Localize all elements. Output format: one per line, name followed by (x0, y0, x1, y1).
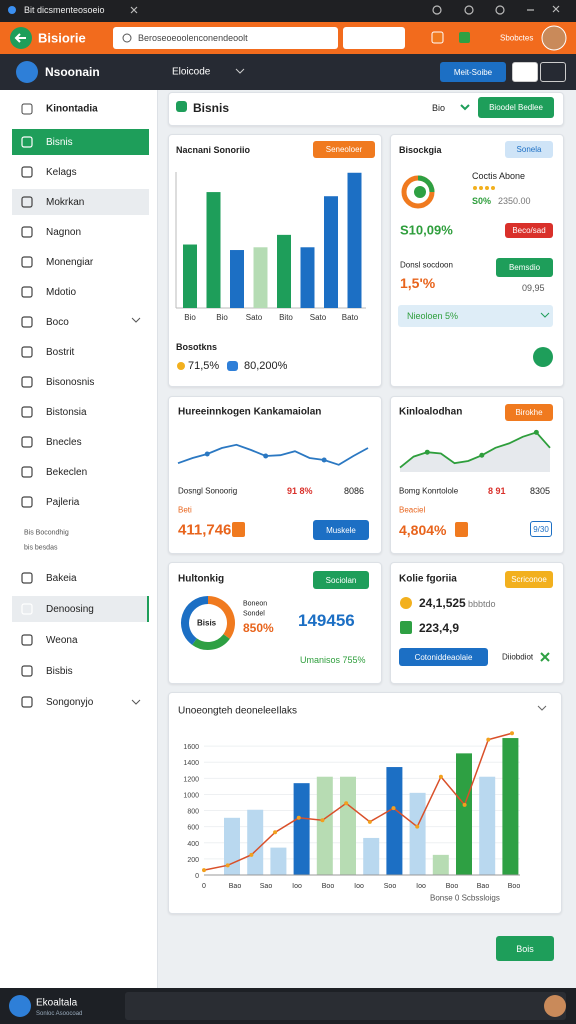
credit: 223,4,9 (419, 621, 460, 635)
sidebar-item[interactable]: Monengiar (46, 256, 94, 268)
percent: S0% (472, 196, 492, 206)
big-value: 411,746 (178, 521, 232, 539)
product-name: Coctis Abone (472, 171, 526, 181)
card (168, 692, 562, 914)
page-select[interactable]: Bio (432, 103, 446, 113)
card (168, 134, 382, 387)
card-title: Hureeinnkogen Kankamaiolan (178, 406, 322, 418)
sidebar-item[interactable]: Bisonosnis (46, 376, 95, 388)
coins-unit: bbbtdo (468, 599, 496, 609)
num: 8086 (344, 486, 365, 496)
card-button[interactable]: Sociolan (313, 571, 369, 589)
sidebar (0, 90, 158, 988)
browser-bar (0, 0, 576, 22)
info-bar[interactable] (398, 305, 553, 327)
orange-value: 1,5'% (400, 275, 436, 291)
taskbar-app[interactable]: Ekoaltala (36, 997, 78, 1009)
card-button[interactable]: Seneoloer (313, 141, 375, 158)
sidebar-item[interactable]: Bisbis (46, 665, 73, 677)
taskbar-sub: Sonloc Asoocoad (36, 1011, 83, 1017)
icon-button[interactable] (540, 62, 566, 82)
info-text: Nieoloen 5% (407, 311, 459, 321)
card-button[interactable]: Birokhe (505, 404, 553, 421)
stat: 71,5% (188, 360, 220, 372)
footer-button[interactable]: Bois (496, 936, 554, 961)
search-box[interactable] (113, 27, 338, 49)
icon-button[interactable] (512, 62, 538, 82)
small-value: 09,95 (522, 283, 545, 293)
big-value: 149456 (298, 611, 355, 630)
big-value: S10,09% (400, 222, 453, 238)
sidebar-item[interactable]: Nagnon (46, 226, 82, 238)
taskbar-inner (125, 992, 566, 1020)
green-button[interactable]: Bemsdio (496, 258, 553, 277)
coins: 24,1,525 (419, 596, 466, 610)
donut-center: Bisis (197, 618, 217, 628)
label: Bomg Konrtolole (399, 486, 459, 496)
card-title: Nacnani Sonoriio (176, 145, 251, 155)
sidebar-item[interactable]: Bostrit (46, 346, 75, 358)
card-title: Hultonkig (178, 573, 225, 585)
badge[interactable]: 9/30 (530, 521, 552, 537)
page-button[interactable]: Bioodel Bedlee (478, 97, 554, 118)
amount: 2350.00 (498, 196, 531, 206)
sidebar-item[interactable]: Boco (46, 316, 69, 328)
card-title: Bisockgia (399, 145, 442, 155)
red-value: 8 91 (488, 486, 506, 496)
sidebar-item[interactable]: Weona (46, 634, 78, 646)
sidebar-item[interactable]: Denoosing (12, 596, 149, 622)
sidebar-item[interactable]: Kelags (46, 166, 77, 178)
card-button[interactable]: Sonela (505, 141, 553, 158)
link[interactable]: Diiobdiot (502, 652, 534, 662)
stat: 80,200% (244, 360, 288, 372)
legend: Sondel (243, 610, 265, 618)
sidebar-item[interactable]: Mdotio (46, 286, 77, 298)
sidebar-item[interactable]: Mokrkan (12, 189, 149, 215)
card-title: Kolie fgoriia (399, 573, 457, 585)
sidebar-heading: Kinontadia (46, 103, 98, 115)
sidebar-item[interactable]: Bekeclen (46, 466, 88, 478)
label: Donsl socdoon (400, 260, 453, 270)
page-title: Bisnis (193, 101, 230, 115)
red-button[interactable]: Beco/sad (505, 223, 553, 238)
red-value: 91 8% (287, 486, 313, 496)
sidebar-item[interactable]: Pajleria (46, 496, 80, 508)
big-value: 4,804% (399, 522, 447, 538)
sidebar-group: Bis Bocondhig (24, 529, 69, 537)
sidebar-group: bis besdas (24, 544, 58, 552)
card-title: Unoeongteh deoneleeIlaks (178, 705, 297, 717)
tag: Beti (178, 505, 192, 515)
search-tools[interactable] (343, 27, 405, 49)
app-name: Nsoonain (45, 65, 100, 79)
sidebar-item[interactable]: Bisnis (12, 129, 149, 155)
foot: Umanisos 755% (300, 655, 366, 665)
toolbar-title: Bisiorie (38, 30, 86, 46)
header-button[interactable]: Meit-Soibe (440, 62, 506, 82)
card-button[interactable]: Muskele (313, 520, 369, 540)
num: 8305 (530, 486, 551, 496)
dropdown[interactable]: Eloicode (172, 66, 211, 78)
label: Dosngl Sonoorig (178, 486, 238, 496)
toolbar-action[interactable]: Sbobctes (500, 33, 534, 43)
card-button[interactable]: Scriconoe (505, 571, 553, 588)
sidebar-item[interactable]: Bakeia (46, 572, 77, 584)
legend: Boneon (243, 600, 268, 608)
pct: 850% (243, 621, 274, 635)
legend: Bonse 0 Scbssloigs (430, 893, 500, 903)
sidebar-item[interactable]: Bistonsia (46, 406, 87, 418)
sidebar-item[interactable]: Bnecles (46, 436, 82, 448)
tab-title[interactable]: Bit dicsmenteosoeio (24, 5, 105, 15)
legend-title: Bosotkns (176, 342, 218, 352)
sidebar-item[interactable]: Songonyjo (46, 696, 94, 708)
tag: Beaciel (399, 505, 426, 515)
card-title: Kinloalodhan (399, 406, 463, 418)
search-text[interactable]: Beroseoeoolenconendeoolt (138, 33, 248, 43)
blue-button[interactable]: Cotoniddeaolaie (399, 648, 488, 666)
